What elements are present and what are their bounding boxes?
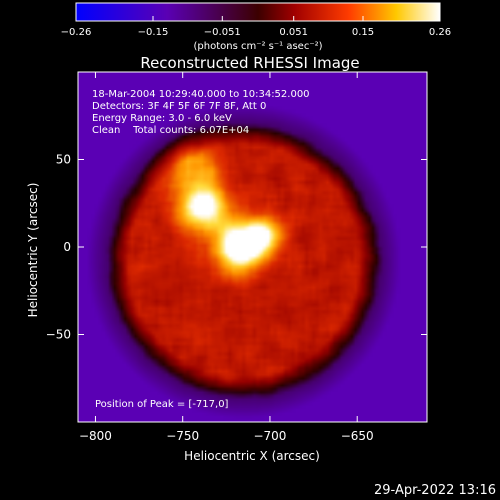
timestamp: 29-Apr-2022 13:16	[374, 483, 496, 498]
x-tick-label: −650	[341, 429, 374, 443]
y-tick-label: 50	[56, 153, 71, 167]
colorbar-tick-label: −0.26	[61, 27, 92, 38]
x-tick-label: −800	[79, 429, 112, 443]
annotation-block: 18-Mar-2004 10:29:40.000 to 10:34:52.000…	[92, 89, 310, 136]
colorbar-tick-label: 0.15	[352, 27, 374, 38]
y-tick-label: −50	[46, 328, 71, 342]
colorbar-tick-label: 0.26	[429, 27, 451, 38]
annotation-energy-range: Energy Range: 3.0 - 6.0 keV	[92, 113, 232, 124]
colorbar-ticks: −0.26 −0.15 −0.051 0.051 0.15 0.26	[61, 16, 451, 38]
y-axis-ticks: 50 0 −50	[46, 153, 427, 342]
x-axis-ticks: −800 −750 −700 −650	[79, 72, 374, 443]
colorbar-units-label: (photons cm⁻² s⁻¹ asec⁻²)	[193, 41, 322, 52]
chart-title: Reconstructed RHESSI Image	[140, 54, 359, 72]
x-tick-label: −750	[166, 429, 199, 443]
y-axis-label: Heliocentric Y (arcsec)	[26, 183, 40, 318]
colorbar-tick-label: −0.15	[138, 27, 169, 38]
colorbar-tick-label: 0.051	[279, 27, 308, 38]
colorbar-tick-label: −0.051	[204, 27, 241, 38]
annotation-time-range: 18-Mar-2004 10:29:40.000 to 10:34:52.000	[92, 89, 310, 100]
annotation-detectors: Detectors: 3F 4F 5F 6F 7F 8F, Att 0	[92, 101, 266, 112]
x-axis-label: Heliocentric X (arcsec)	[184, 449, 320, 463]
heatmap-image	[78, 72, 427, 422]
annotation-clean-counts: Clean Total counts: 6.07E+04	[92, 125, 249, 136]
y-tick-label: 0	[63, 240, 71, 254]
x-tick-label: −700	[253, 429, 286, 443]
peak-position-label: Position of Peak = [-717,0]	[95, 399, 229, 410]
colorbar	[75, 2, 441, 22]
